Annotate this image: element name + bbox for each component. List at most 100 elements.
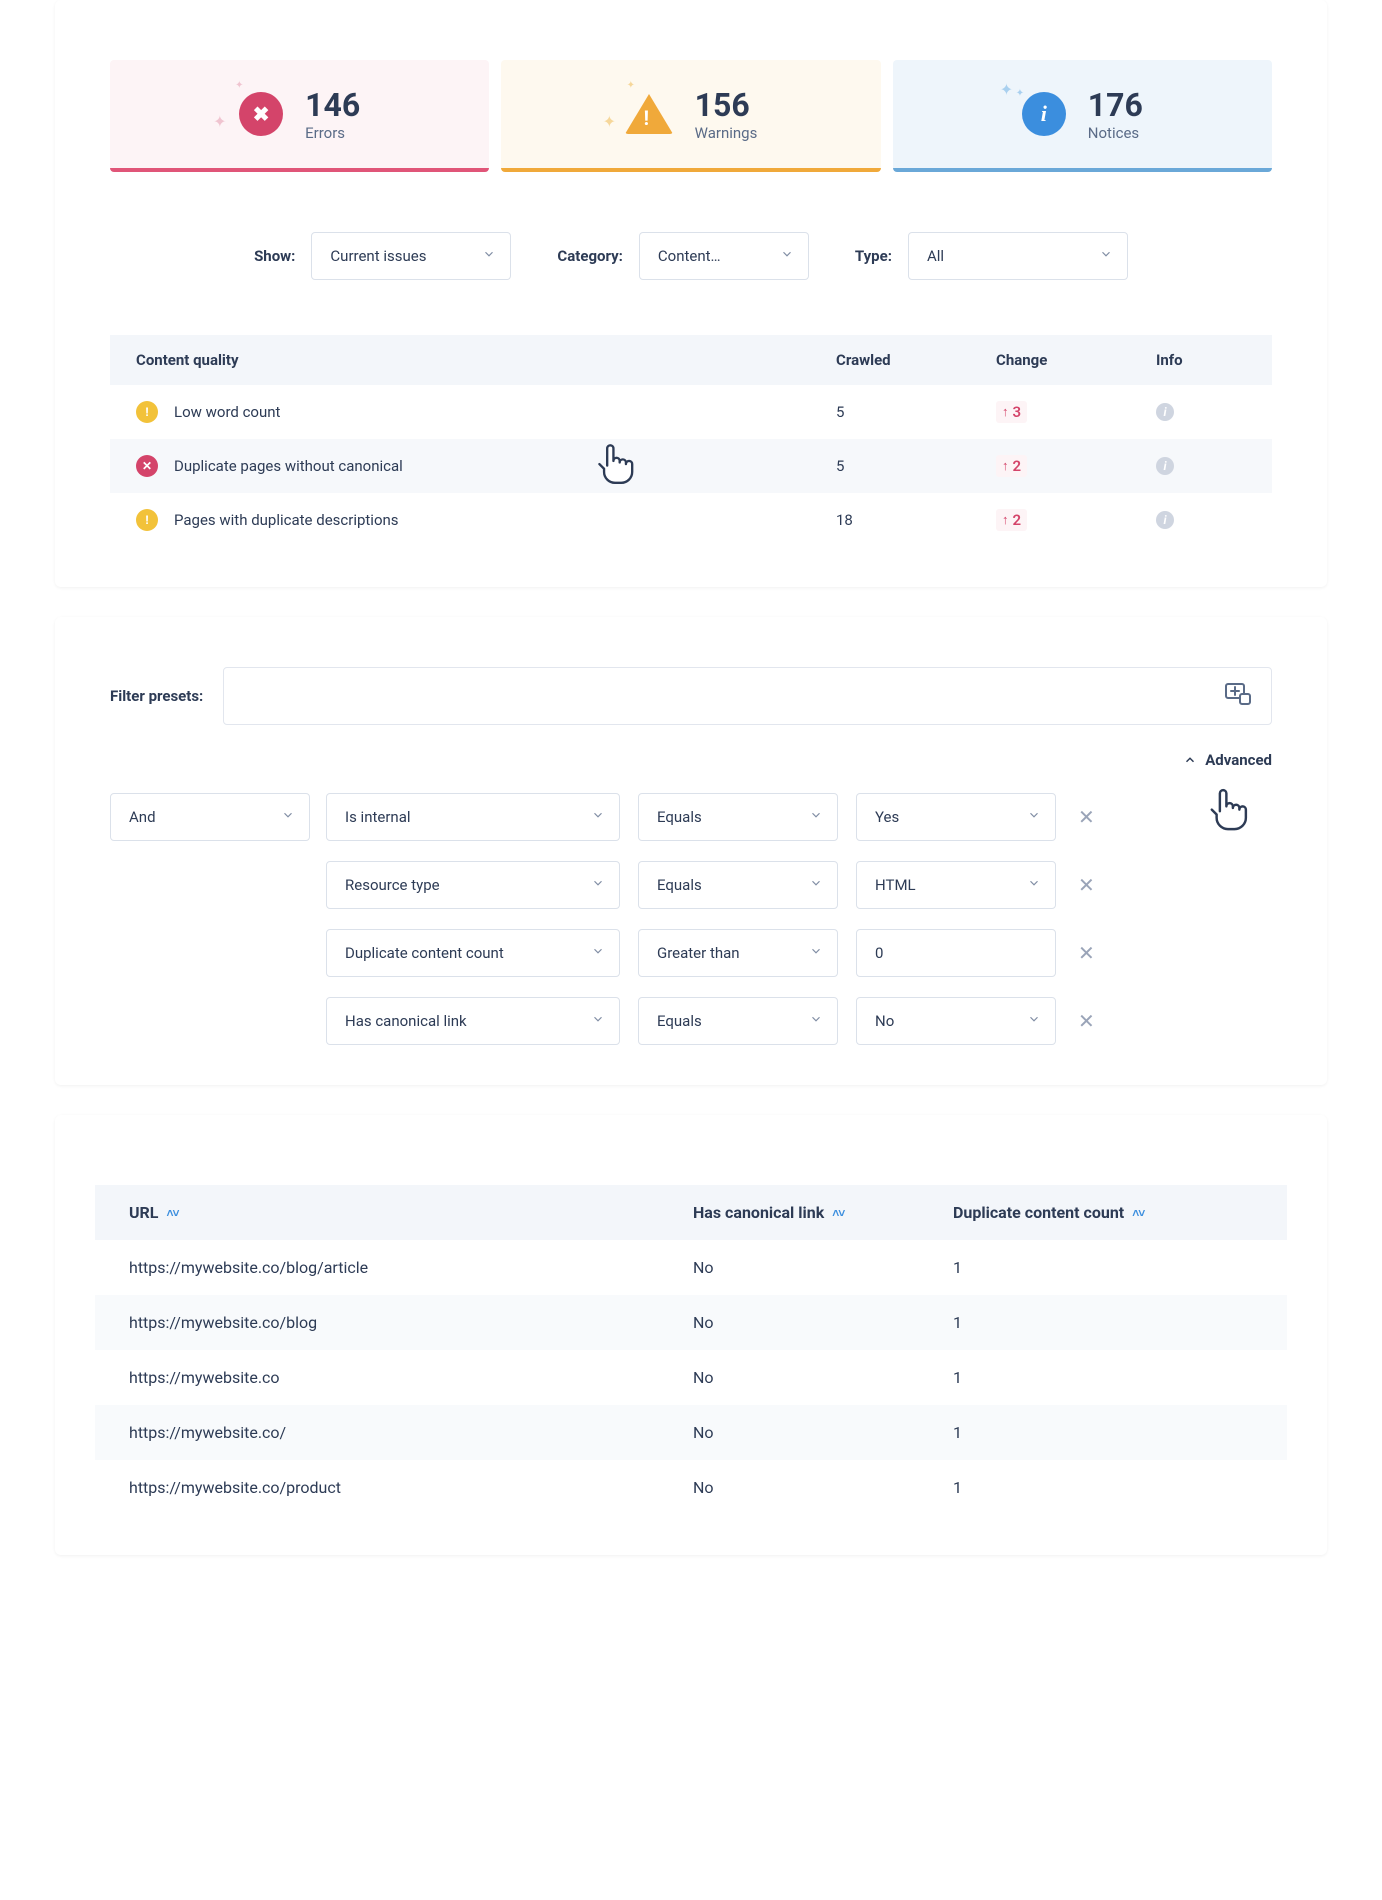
rules-list: Is internal Equals Yes ✕ Resource type bbox=[326, 793, 1272, 1045]
info-icon[interactable]: i bbox=[1156, 457, 1174, 475]
sparkle-icon: ✦ bbox=[235, 80, 243, 91]
chevron-down-icon bbox=[809, 1012, 823, 1030]
rule-op-select[interactable]: Equals bbox=[638, 997, 838, 1045]
chevron-down-icon bbox=[780, 247, 794, 265]
rule-value-select[interactable]: HTML bbox=[856, 861, 1056, 909]
rule-field-select[interactable]: Has canonical link bbox=[326, 997, 620, 1045]
col-canonical[interactable]: Has canonical link ˄˅ bbox=[693, 1203, 953, 1222]
issue-change: ↑2 bbox=[996, 455, 1027, 477]
cell-canonical: No bbox=[693, 1368, 953, 1387]
issue-name-text: Duplicate pages without canonical bbox=[174, 457, 403, 475]
cell-canonical: No bbox=[693, 1423, 953, 1442]
rule-value-select[interactable]: No bbox=[856, 997, 1056, 1045]
remove-rule-icon[interactable]: ✕ bbox=[1074, 941, 1099, 965]
rule-op-select[interactable]: Equals bbox=[638, 861, 838, 909]
category-select[interactable]: Content… bbox=[639, 232, 809, 280]
results-table-head: URL ˄˅ Has canonical link ˄˅ Duplicate c… bbox=[95, 1185, 1287, 1240]
chevron-down-icon bbox=[482, 247, 496, 265]
type-label: Type: bbox=[855, 247, 892, 265]
issues-row[interactable]: ! Low word count 5 ↑3 i bbox=[110, 385, 1272, 439]
issue-name-text: Pages with duplicate descriptions bbox=[174, 511, 399, 529]
rule-field-select[interactable]: Duplicate content count bbox=[326, 929, 620, 977]
issues-table-head: Content quality Crawled Change Info bbox=[110, 335, 1272, 385]
issue-crawled: 5 bbox=[836, 403, 996, 421]
sparkle-icon: ✦ bbox=[627, 80, 635, 91]
export-icon[interactable] bbox=[1225, 683, 1251, 709]
cell-canonical: No bbox=[693, 1258, 953, 1277]
arrow-up-icon: ↑ bbox=[1002, 404, 1009, 420]
combinator-select[interactable]: And bbox=[110, 793, 310, 841]
rule-value-select[interactable]: Yes bbox=[856, 793, 1056, 841]
error-icon: ✖ bbox=[239, 92, 283, 136]
category-select-value: Content… bbox=[658, 247, 721, 265]
issue-change: ↑3 bbox=[996, 401, 1027, 423]
chevron-up-icon bbox=[1183, 753, 1197, 767]
summary-cards: ✦ ✦ ✖ 146 Errors ✦ ✦ 156 Warnings bbox=[110, 60, 1272, 172]
remove-rule-icon[interactable]: ✕ bbox=[1074, 1009, 1099, 1033]
remove-rule-icon[interactable]: ✕ bbox=[1074, 873, 1099, 897]
cell-url: https://mywebsite.co/blog bbox=[129, 1313, 693, 1332]
issue-name-text: Low word count bbox=[174, 403, 280, 421]
combinator-value: And bbox=[129, 808, 156, 826]
rule-field-select[interactable]: Is internal bbox=[326, 793, 620, 841]
chevron-down-icon bbox=[809, 808, 823, 826]
rule-value-input[interactable]: 0 bbox=[856, 929, 1056, 977]
show-label: Show: bbox=[254, 247, 295, 265]
rule-op-select[interactable]: Greater than bbox=[638, 929, 838, 977]
card-warnings[interactable]: ✦ ✦ 156 Warnings bbox=[501, 60, 880, 172]
results-row[interactable]: https://mywebsite.co/blog/article No 1 bbox=[95, 1240, 1287, 1295]
cell-canonical: No bbox=[693, 1313, 953, 1332]
error-badge-icon: ✕ bbox=[136, 455, 158, 477]
warning-badge-icon: ! bbox=[136, 509, 158, 531]
rule-field-select[interactable]: Resource type bbox=[326, 861, 620, 909]
type-select[interactable]: All bbox=[908, 232, 1128, 280]
results-row[interactable]: https://mywebsite.co No 1 bbox=[95, 1350, 1287, 1405]
filter-builder-panel: Filter presets: Advanced And bbox=[55, 617, 1327, 1085]
chevron-down-icon bbox=[1099, 247, 1113, 265]
issue-change: ↑2 bbox=[996, 509, 1027, 531]
issues-row[interactable]: ! Pages with duplicate descriptions 18 ↑… bbox=[110, 493, 1272, 547]
chevron-down-icon bbox=[1027, 808, 1041, 826]
col-name: Content quality bbox=[136, 351, 836, 369]
rule-row: Is internal Equals Yes ✕ bbox=[326, 793, 1272, 841]
sparkle-icon: ✦ bbox=[1000, 80, 1013, 99]
chevron-down-icon bbox=[591, 1012, 605, 1030]
preset-input[interactable] bbox=[223, 667, 1272, 725]
warning-badge-icon: ! bbox=[136, 401, 158, 423]
sort-icon: ˄˅ bbox=[832, 1206, 844, 1220]
chevron-down-icon bbox=[591, 876, 605, 894]
cell-dup: 1 bbox=[953, 1313, 1253, 1332]
info-icon[interactable]: i bbox=[1156, 403, 1174, 421]
pointer-cursor-icon bbox=[590, 435, 640, 494]
col-url[interactable]: URL ˄˅ bbox=[129, 1203, 693, 1222]
col-info: Info bbox=[1156, 351, 1246, 369]
info-icon[interactable]: i bbox=[1156, 511, 1174, 529]
col-dup[interactable]: Duplicate content count ˄˅ bbox=[953, 1203, 1253, 1222]
arrow-up-icon: ↑ bbox=[1002, 458, 1009, 474]
chevron-down-icon bbox=[591, 944, 605, 962]
issues-table: Content quality Crawled Change Info ! Lo… bbox=[110, 335, 1272, 547]
results-row[interactable]: https://mywebsite.co/blog No 1 bbox=[95, 1295, 1287, 1350]
chevron-down-icon bbox=[591, 808, 605, 826]
rule-row: Resource type Equals HTML ✕ bbox=[326, 861, 1272, 909]
remove-rule-icon[interactable]: ✕ bbox=[1074, 805, 1099, 829]
show-select[interactable]: Current issues bbox=[311, 232, 511, 280]
col-change: Change bbox=[996, 351, 1156, 369]
category-label: Category: bbox=[557, 247, 622, 265]
results-row[interactable]: https://mywebsite.co/product No 1 bbox=[95, 1460, 1287, 1515]
sparkle-icon: ✦ bbox=[1016, 88, 1024, 99]
cell-dup: 1 bbox=[953, 1478, 1253, 1497]
cell-url: https://mywebsite.co/ bbox=[129, 1423, 693, 1442]
errors-label: Errors bbox=[305, 124, 360, 142]
advanced-toggle[interactable]: Advanced bbox=[110, 751, 1272, 769]
card-errors[interactable]: ✦ ✦ ✖ 146 Errors bbox=[110, 60, 489, 172]
results-row[interactable]: https://mywebsite.co/ No 1 bbox=[95, 1405, 1287, 1460]
chevron-down-icon bbox=[1027, 876, 1041, 894]
issues-row[interactable]: ✕ Duplicate pages without canonical 5 ↑2… bbox=[110, 439, 1272, 493]
warning-icon bbox=[625, 94, 673, 134]
card-notices[interactable]: ✦ ✦ i 176 Notices bbox=[893, 60, 1272, 172]
rule-op-select[interactable]: Equals bbox=[638, 793, 838, 841]
rule-row: Duplicate content count Greater than 0 ✕ bbox=[326, 929, 1272, 977]
advanced-label: Advanced bbox=[1205, 751, 1272, 769]
info-icon: i bbox=[1022, 92, 1066, 136]
